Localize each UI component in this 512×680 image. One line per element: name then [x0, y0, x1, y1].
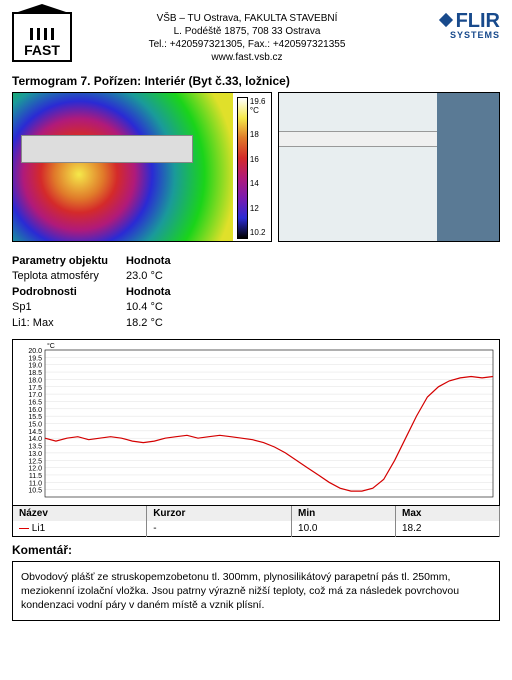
images-row: Li1 Sp1 19.6 °C 18 16 14 12 10.2 [12, 92, 500, 242]
fast-logo-text: FAST [24, 42, 60, 58]
svg-text:13.0: 13.0 [28, 451, 42, 458]
flir-logo: FLIR SYSTEMS [422, 12, 500, 39]
line-chart: 20.019.519.018.518.017.517.016.516.015.5… [12, 339, 500, 506]
chart-svg: 20.019.519.018.518.017.517.016.516.015.5… [13, 340, 499, 503]
reference-photo [278, 92, 500, 242]
cb-t2: 14 [250, 179, 267, 188]
param-r2a: Sp1 [12, 300, 126, 315]
th-max: Max [396, 506, 500, 521]
cb-t0: 18 [250, 130, 267, 139]
marker-li1: Li1 [25, 145, 42, 156]
svg-text:16.0: 16.0 [28, 407, 42, 414]
param-h3: Podrobnosti [12, 285, 126, 300]
td-max: 18.2 [396, 521, 500, 537]
param-h2: Hodnota [126, 254, 189, 269]
cb-t3: 12 [250, 204, 267, 213]
flir-systems-text: SYSTEMS [422, 31, 500, 39]
param-r3a: Li1: Max [12, 316, 126, 331]
fast-logo: FAST [12, 12, 72, 62]
addr-line: L. Podéště 1875, 708 33 Ostrava [80, 25, 414, 38]
cb-min: 10.2 [250, 228, 267, 237]
cb-max: 19.6 °C [250, 97, 267, 115]
svg-text:14.5: 14.5 [28, 429, 42, 436]
parameters-block: Parametry objektuHodnota Teplota atmosfé… [12, 254, 500, 331]
flir-diamond-icon [438, 12, 454, 31]
param-r3b: 18.2 °C [126, 316, 189, 331]
param-h4: Hodnota [126, 285, 189, 300]
colorbar: 19.6 °C 18 16 14 12 10.2 [237, 97, 267, 237]
svg-text:°C: °C [47, 342, 55, 350]
web-line: www.fast.vsb.cz [80, 51, 414, 64]
chart-legend-table: Název Kurzor Min Max — Li1 - 10.0 18.2 [12, 506, 500, 537]
td-cursor: - [147, 521, 292, 537]
comment-title: Komentář: [12, 543, 500, 557]
svg-text:15.0: 15.0 [28, 421, 42, 428]
svg-text:10.5: 10.5 [28, 488, 42, 495]
svg-text:19.0: 19.0 [28, 363, 42, 370]
marker-sp1: Sp1 [143, 145, 163, 156]
svg-text:17.0: 17.0 [28, 392, 42, 399]
svg-text:15.5: 15.5 [28, 414, 42, 421]
svg-text:13.5: 13.5 [28, 444, 42, 451]
svg-text:12.5: 12.5 [28, 458, 42, 465]
tel-line: Tel.: +420597321305, Fax.: +420597321355 [80, 38, 414, 51]
org-line: VŠB – TU Ostrava, FAKULTA STAVEBNÍ [80, 12, 414, 25]
param-r1b: 23.0 °C [126, 269, 189, 284]
cb-t1: 16 [250, 155, 267, 164]
svg-text:18.5: 18.5 [28, 370, 42, 377]
param-r2b: 10.4 °C [126, 300, 189, 315]
svg-text:20.0: 20.0 [28, 348, 42, 355]
svg-text:18.0: 18.0 [28, 377, 42, 384]
svg-text:16.5: 16.5 [28, 399, 42, 406]
svg-text:12.0: 12.0 [28, 466, 42, 473]
thermogram-image: Li1 Sp1 19.6 °C 18 16 14 12 10.2 [12, 92, 272, 242]
report-header: FAST VŠB – TU Ostrava, FAKULTA STAVEBNÍ … [12, 12, 500, 64]
th-min: Min [292, 506, 396, 521]
param-r1a: Teplota atmosféry [12, 269, 126, 284]
flir-text: FLIR [456, 10, 500, 32]
svg-text:19.5: 19.5 [28, 355, 42, 362]
comment-box: Obvodový plášť ze struskopemzobetonu tl.… [12, 561, 500, 622]
th-cursor: Kurzor [147, 506, 292, 521]
header-text: VŠB – TU Ostrava, FAKULTA STAVEBNÍ L. Po… [80, 12, 414, 64]
svg-text:11.5: 11.5 [29, 473, 42, 480]
param-h1: Parametry objektu [12, 254, 126, 269]
thermogram-title: Termogram 7. Pořízen: Interiér (Byt č.33… [12, 74, 500, 88]
td-min: 10.0 [292, 521, 396, 537]
svg-text:11.0: 11.0 [29, 480, 42, 487]
td-name: — Li1 [13, 521, 147, 537]
th-name: Název [13, 506, 147, 521]
svg-text:14.0: 14.0 [28, 436, 42, 443]
svg-text:17.5: 17.5 [28, 385, 42, 392]
